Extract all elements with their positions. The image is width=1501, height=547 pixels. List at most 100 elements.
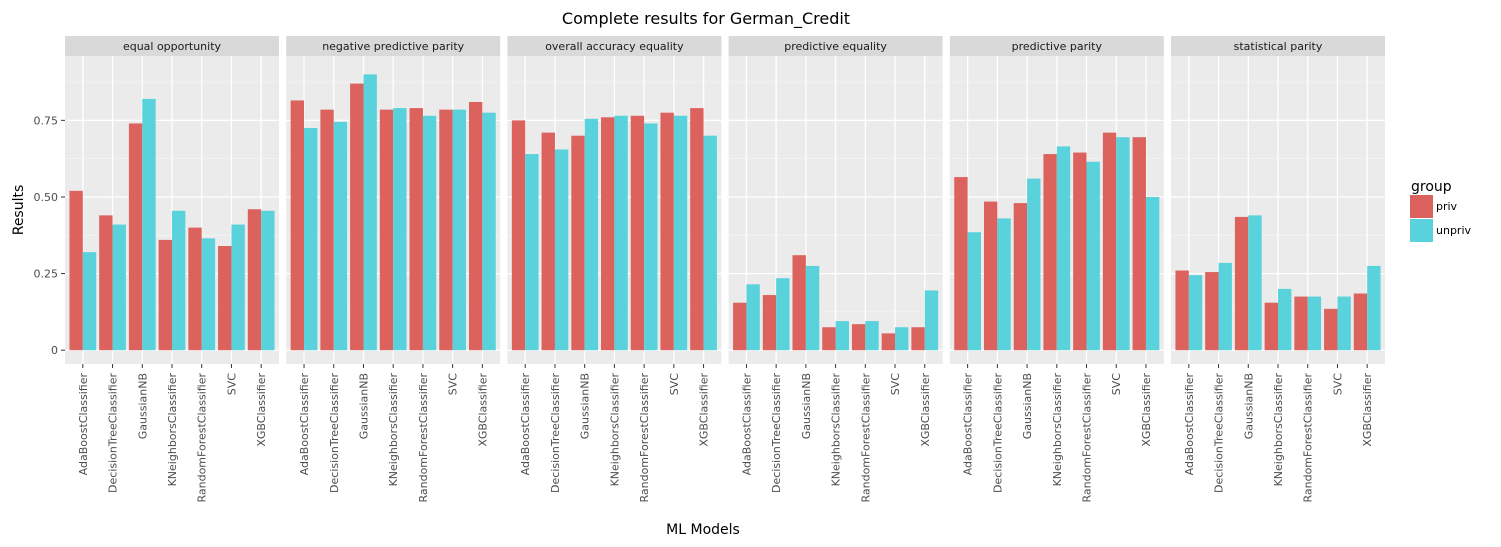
x-tick-label: KNeighborsClassifier [1051, 373, 1064, 487]
bar-priv [822, 327, 836, 351]
bar-unpriv [776, 278, 790, 351]
x-tick-label: SVC [1110, 373, 1123, 396]
bar-priv [99, 215, 113, 351]
x-tick-label: GaussianNB [1021, 373, 1034, 439]
x-tick-label: AdaBoostClassifier [740, 373, 753, 476]
bar-unpriv [142, 98, 156, 351]
bar-priv [290, 100, 305, 351]
bar-priv [1353, 293, 1368, 351]
bar-unpriv [1086, 161, 1100, 351]
bar-unpriv [363, 74, 377, 351]
x-tick-label: KNeighborsClassifier [166, 373, 179, 487]
x-tick-label: XGBClassifier [698, 373, 711, 447]
x-tick-label: XGBClassifier [255, 373, 268, 447]
x-tick-label: GaussianNB [579, 373, 592, 439]
bar-unpriv [201, 238, 216, 351]
x-tick-label: SVC [889, 373, 902, 396]
bar-unpriv [1145, 196, 1160, 351]
x-tick-label: GaussianNB [136, 373, 149, 439]
bar-unpriv [1367, 265, 1381, 351]
facet-panel: statistical parity AdaBoostClassifier Deci… [1171, 36, 1385, 503]
bar-priv [409, 108, 423, 351]
facet-panel: predictive equality AdaBoostClassifier Dec… [728, 36, 943, 503]
x-tick-label: AdaBoostClassifier [77, 373, 90, 476]
facet-strip-label: predictive equality [784, 40, 887, 53]
legend-label-unpriv: unpriv [1436, 224, 1472, 237]
facet-panel: equal opportunity AdaBoostClassifier Decis… [65, 36, 279, 503]
bar-unpriv [482, 112, 496, 351]
bar-priv [851, 324, 866, 351]
y-tick-label: 0.75 [34, 114, 59, 127]
bar-unpriv [1337, 296, 1351, 351]
y-axis: 0 0.25 0.50 0.75 [34, 114, 65, 357]
bar-unpriv [1188, 275, 1203, 351]
legend-title: group [1411, 179, 1452, 195]
facet-panel: overall accuracy equality AdaBoostClassif… [507, 36, 722, 503]
bar-priv [1205, 272, 1219, 351]
x-tick-label: RandomForestClassifier [1302, 373, 1315, 503]
bar-unpriv [1278, 288, 1292, 351]
bar-priv [158, 239, 172, 351]
bar-priv [911, 327, 925, 351]
facet-strip [507, 36, 722, 56]
x-tick-label: DecisionTreeClassifier [770, 373, 783, 493]
bar-unpriv [673, 115, 688, 351]
x-tick-label: DecisionTreeClassifier [1213, 373, 1226, 493]
x-tick-label: RandomForestClassifier [1081, 373, 1094, 503]
bar-priv [247, 209, 262, 351]
x-tick-label: GaussianNB [800, 373, 813, 439]
x-tick-label: AdaBoostClassifier [298, 373, 311, 476]
bar-priv [69, 190, 83, 351]
x-tick-label: XGBClassifier [1361, 373, 1374, 447]
bar-priv [439, 109, 453, 351]
bar-priv [630, 115, 645, 351]
bar-priv [1294, 296, 1308, 351]
x-tick-label: KNeighborsClassifier [1272, 373, 1285, 487]
bar-unpriv [333, 121, 348, 351]
bar-priv [571, 135, 585, 351]
bar-unpriv [895, 327, 909, 351]
bar-priv [379, 109, 394, 351]
facet-strip [728, 36, 943, 56]
bar-priv [601, 117, 615, 351]
bar-unpriv [172, 210, 186, 351]
bar-priv [1013, 203, 1028, 351]
bar-unpriv [1248, 215, 1262, 351]
bar-priv [983, 201, 998, 351]
x-tick-label: DecisionTreeClassifier [549, 373, 562, 493]
x-axis-title: ML Models [666, 522, 740, 538]
bar-unpriv [554, 149, 569, 351]
bar-unpriv [112, 224, 126, 351]
bar-unpriv [865, 321, 879, 351]
bar-priv [1264, 302, 1278, 351]
bar-priv [320, 109, 334, 351]
bar-unpriv [614, 115, 628, 351]
bar-unpriv [584, 118, 599, 351]
x-tick-label: AdaBoostClassifier [962, 373, 975, 476]
x-tick-label: AdaBoostClassifier [1183, 373, 1196, 476]
bar-priv [1043, 154, 1057, 351]
bar-unpriv [393, 108, 407, 351]
bar-unpriv [422, 115, 437, 351]
y-tick-label: 0 [51, 344, 58, 357]
bar-priv [1073, 152, 1087, 351]
bar-priv [1324, 308, 1338, 351]
bar-unpriv [805, 265, 820, 351]
x-tick-label: AdaBoostClassifier [519, 373, 532, 476]
bar-unpriv [746, 284, 760, 351]
bar-unpriv [231, 224, 245, 351]
x-tick-label: KNeighborsClassifier [608, 373, 621, 487]
bar-unpriv [1056, 146, 1071, 351]
facet-strip [286, 36, 501, 56]
bar-unpriv [1116, 137, 1130, 351]
bar-priv [350, 83, 364, 351]
bar-priv [128, 123, 143, 351]
x-tick-label: SVC [447, 373, 460, 396]
bar-unpriv [304, 128, 318, 351]
facet-strip-label: statistical parity [1234, 40, 1323, 53]
facet-panels: equal opportunity AdaBoostClassifier Decis… [65, 36, 1385, 503]
bar-priv [660, 112, 674, 351]
x-tick-label: RandomForestClassifier [638, 373, 651, 503]
facet-strip [1171, 36, 1385, 56]
